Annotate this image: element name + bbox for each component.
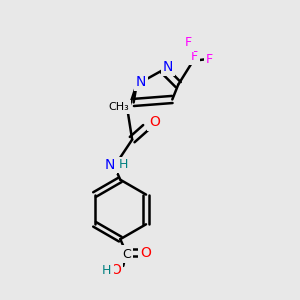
Text: N: N (163, 60, 173, 74)
Text: CH₃: CH₃ (108, 102, 129, 112)
Text: N: N (136, 75, 146, 88)
Text: H: H (102, 264, 112, 277)
Text: O: O (149, 115, 160, 129)
Text: N: N (105, 158, 115, 172)
Text: O: O (140, 245, 151, 260)
Text: F: F (191, 50, 198, 63)
Text: F: F (206, 53, 213, 66)
Text: H: H (119, 158, 128, 171)
Text: O: O (110, 263, 121, 278)
Text: F: F (185, 37, 192, 50)
Text: C: C (122, 248, 130, 260)
